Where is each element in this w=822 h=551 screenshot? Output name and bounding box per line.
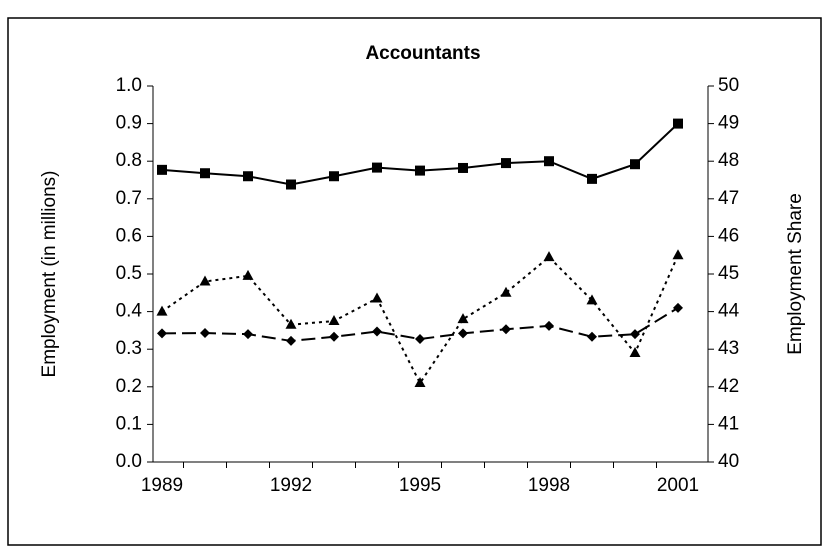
marker <box>372 326 382 337</box>
marker <box>629 346 641 357</box>
marker <box>156 305 168 316</box>
marker <box>328 315 340 325</box>
marker <box>286 335 296 346</box>
marker <box>587 331 597 342</box>
y2-tick-label: 41 <box>718 413 739 434</box>
marker <box>414 377 426 388</box>
y2-tick-label: 42 <box>718 376 739 397</box>
marker <box>673 118 683 129</box>
marker <box>242 269 254 280</box>
marker <box>329 171 339 182</box>
marker <box>415 165 425 176</box>
y-axis-title: Employment (in millions) <box>39 171 60 378</box>
marker <box>630 159 640 170</box>
y2-tick-label: 45 <box>718 263 739 284</box>
marker <box>544 156 554 167</box>
x-tick-label: 1989 <box>141 475 183 496</box>
marker <box>157 328 167 339</box>
marker <box>372 162 382 173</box>
marker <box>500 286 512 297</box>
y2-tick-label: 48 <box>718 150 739 171</box>
y2-tick-label: 47 <box>718 188 739 209</box>
marker <box>371 292 383 303</box>
marker <box>672 249 684 260</box>
marker <box>199 275 211 286</box>
marker <box>544 320 554 331</box>
marker <box>501 158 511 169</box>
x-tick-label: 1995 <box>399 475 441 496</box>
marker <box>243 329 253 340</box>
y2-tick-label: 49 <box>718 113 739 134</box>
y-tick-label: 0.3 <box>116 338 142 359</box>
x-tick-label: 2001 <box>657 475 699 496</box>
marker <box>243 171 253 182</box>
marker <box>586 294 598 305</box>
marker <box>329 331 339 342</box>
y-tick-label: 0.8 <box>116 150 142 171</box>
marker <box>458 162 468 173</box>
marker <box>285 318 297 329</box>
y2-tick-label: 44 <box>718 301 740 322</box>
marker <box>587 173 597 184</box>
y-tick-label: 0.0 <box>116 451 142 472</box>
marker <box>157 164 167 175</box>
marker <box>458 328 468 339</box>
y-tick-label: 0.4 <box>116 301 143 322</box>
marker <box>457 313 469 324</box>
marker <box>673 302 683 313</box>
y-tick-label: 1.0 <box>116 75 142 96</box>
y2-tick-label: 46 <box>718 225 739 246</box>
chart-title: Accountants <box>365 43 480 64</box>
y-tick-label: 0.1 <box>116 413 142 434</box>
y2-tick-label: 40 <box>718 451 739 472</box>
marker <box>543 251 555 262</box>
marker <box>415 334 425 345</box>
marker <box>200 168 210 179</box>
y-tick-label: 0.2 <box>116 376 142 397</box>
y2-axis-title: Employment Share <box>785 193 806 355</box>
y-tick-label: 0.5 <box>116 263 142 284</box>
chart-frame <box>7 17 822 546</box>
x-tick-label: 1992 <box>270 475 312 496</box>
y2-tick-label: 50 <box>718 75 739 96</box>
marker <box>630 329 640 340</box>
y-tick-label: 0.7 <box>116 188 142 209</box>
y-tick-label: 0.9 <box>116 113 142 134</box>
marker <box>200 328 210 339</box>
marker <box>501 324 511 335</box>
y2-tick-label: 43 <box>718 338 739 359</box>
y-tick-label: 0.6 <box>116 225 142 246</box>
marker <box>286 179 296 190</box>
x-tick-label: 1998 <box>528 475 570 496</box>
